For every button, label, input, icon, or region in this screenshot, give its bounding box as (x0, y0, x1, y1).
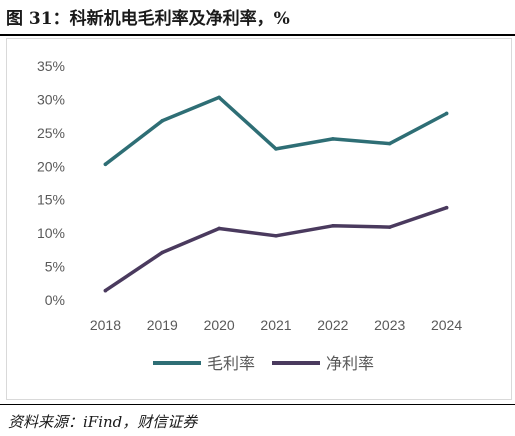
net-margin-point (331, 223, 335, 228)
y-tick-label: 5% (45, 259, 65, 275)
x-tick-label: 2018 (90, 317, 121, 333)
net-margin-point (217, 226, 221, 231)
gross-margin-point (160, 119, 165, 123)
legend-label: 净利率 (326, 354, 374, 373)
y-tick-label: 20% (37, 158, 65, 174)
gross-margin-point (387, 141, 392, 146)
gross-margin-point (217, 95, 221, 100)
y-tick-label: 25% (37, 125, 65, 141)
figure-title: 图 31：科新机电毛利率及净利率，% (6, 9, 290, 29)
x-tick-label: 2021 (260, 317, 291, 333)
x-tick-label: 2019 (147, 317, 178, 333)
net-margin-point (444, 205, 449, 210)
net-margin-point (387, 225, 392, 229)
legend-label: 毛利率 (207, 354, 255, 373)
gross-margin-point (274, 147, 278, 151)
x-tick-label: 2024 (431, 317, 462, 333)
y-tick-label: 15% (37, 192, 65, 208)
net-margin-point (160, 250, 165, 255)
net-margin-point (274, 234, 278, 238)
y-tick-label: 0% (45, 292, 65, 308)
net-margin-point (103, 288, 108, 293)
bottom-rule (0, 404, 515, 405)
gross-margin-point (444, 111, 449, 116)
x-tick-label: 2023 (374, 317, 405, 333)
y-tick-label: 30% (37, 91, 65, 107)
line-chart: 0% 5% 10% 15% 20% 25% 30% 35% 2018 2019 2020 2021 20… (37, 58, 462, 373)
x-tick-label: 2022 (317, 317, 348, 333)
gross-margin-line (103, 95, 449, 167)
net-margin-line (103, 205, 449, 293)
gross-margin-point (103, 162, 108, 167)
y-tick-label: 35% (37, 58, 65, 74)
x-tick-label: 2020 (204, 317, 235, 333)
source-note: 资料来源：iFind，财信证券 (8, 413, 198, 431)
chart-frame: 0% 5% 10% 15% 20% 25% 30% 35% 2018 2019 2020 2021 20… (6, 38, 512, 400)
y-tick-label: 10% (37, 225, 65, 241)
gross-margin-point (331, 137, 335, 141)
top-rule (0, 34, 515, 36)
